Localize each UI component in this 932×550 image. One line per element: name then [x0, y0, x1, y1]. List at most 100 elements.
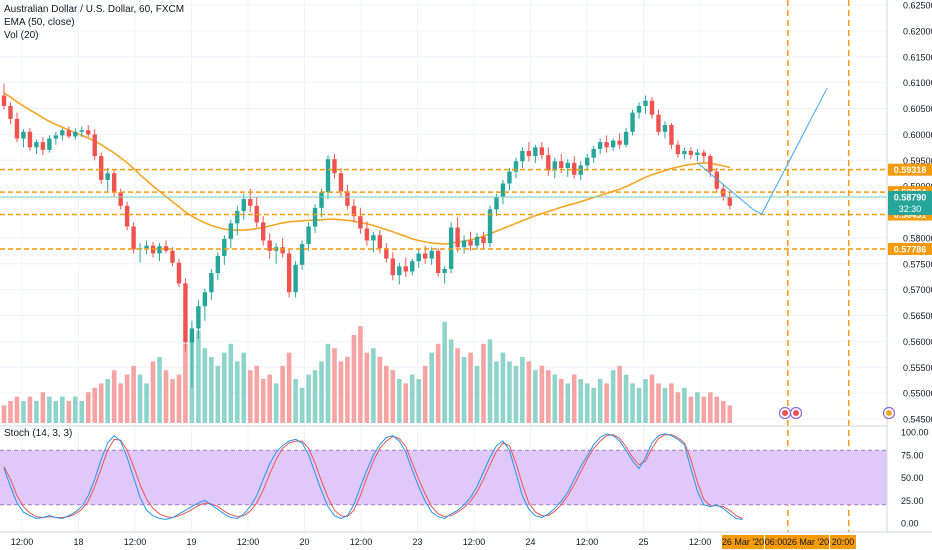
volume-bar [546, 370, 551, 423]
volume-bar [53, 401, 59, 423]
candle-body [656, 114, 661, 132]
candle [617, 133, 622, 149]
candle [403, 257, 408, 277]
candle [222, 235, 227, 265]
volume-bar [358, 326, 363, 423]
candle [546, 147, 551, 176]
candles[interactable] [1, 83, 732, 388]
volume-bar [396, 379, 402, 423]
time-badge [830, 535, 856, 549]
candle [306, 222, 311, 251]
candle-body [358, 216, 363, 229]
volume-bar [558, 379, 564, 423]
candle-body [332, 159, 337, 174]
vol-legend[interactable]: Vol (20) [4, 30, 39, 41]
time-badge-label: 26 Mar '20 [787, 537, 829, 547]
stoch-legend[interactable]: Stoch (14, 3, 3) [4, 428, 73, 439]
time-badge [787, 535, 829, 549]
volume-bar [222, 352, 227, 423]
candle-body [727, 196, 732, 206]
candle-body [461, 240, 467, 248]
volume-bar [170, 379, 175, 423]
candle-body [286, 253, 292, 293]
candle [435, 248, 441, 277]
candle-body [131, 226, 136, 250]
candle [351, 199, 357, 223]
candle-body [215, 255, 221, 274]
candle [170, 247, 175, 267]
candle-body [325, 159, 331, 193]
candle [293, 261, 298, 298]
volume-bar [701, 396, 707, 423]
candle [539, 142, 545, 160]
candle-body [53, 135, 59, 139]
volume-bar [27, 396, 33, 423]
stoch-tick-label: 0.00 [901, 519, 919, 529]
volume-bar [105, 379, 110, 423]
time-tick-label: 18 [73, 537, 83, 547]
stoch-k-line [3, 433, 743, 520]
candle [636, 102, 642, 119]
volume-bar [254, 365, 260, 423]
volume-bar [131, 365, 136, 423]
candle-body [92, 134, 97, 157]
ema-legend[interactable]: EMA (50, close) [4, 17, 75, 28]
volume-bar [617, 365, 622, 423]
candle [79, 126, 84, 137]
icon-dot [793, 410, 799, 416]
candle [183, 278, 188, 352]
candle-body [209, 273, 214, 293]
volume-bar [500, 352, 506, 423]
icons[interactable] [778, 406, 896, 420]
candle [623, 128, 629, 148]
candle-body [636, 105, 642, 113]
candle-body [682, 150, 687, 155]
volume-bar [461, 357, 467, 423]
volume-bar [111, 370, 117, 423]
candle [572, 156, 577, 179]
volume-bar [520, 357, 525, 423]
symbol-legend[interactable]: Australian Dollar / U.S. Dollar, 60, FXC… [4, 4, 185, 15]
candle-body [40, 142, 46, 150]
volume-bar [539, 365, 545, 423]
level-lines[interactable] [0, 0, 887, 532]
candle [8, 102, 13, 125]
candle-body [559, 161, 564, 169]
volume-bar [209, 357, 214, 423]
volume-bar [40, 392, 46, 423]
candle [332, 154, 337, 179]
candle [708, 154, 713, 177]
volume-bar [481, 343, 486, 423]
time-badge-label: 26 Mar '20 [722, 537, 764, 547]
candle-body [34, 142, 39, 148]
volume-bar [176, 374, 182, 423]
candle [630, 109, 635, 136]
projection-lines[interactable] [697, 88, 828, 215]
candle-body [124, 205, 130, 227]
candle-body [21, 131, 26, 139]
time-badge [765, 535, 787, 549]
candle-body [423, 253, 428, 259]
candle [494, 193, 499, 217]
volume-bar [669, 383, 674, 423]
candle-body [338, 173, 344, 192]
candle-body [630, 112, 635, 132]
candle [656, 109, 661, 136]
volume-bar [332, 348, 337, 423]
last-price-tag [888, 190, 932, 215]
candle-body [688, 150, 694, 156]
candle-body [47, 138, 52, 150]
volume-bar [533, 370, 538, 423]
volume-bar [429, 352, 434, 423]
time-tick-label: 23 [412, 537, 422, 547]
candle [669, 122, 674, 149]
candle [397, 262, 402, 285]
candle [215, 252, 221, 281]
volume-bar [202, 348, 208, 423]
candle [597, 138, 603, 155]
